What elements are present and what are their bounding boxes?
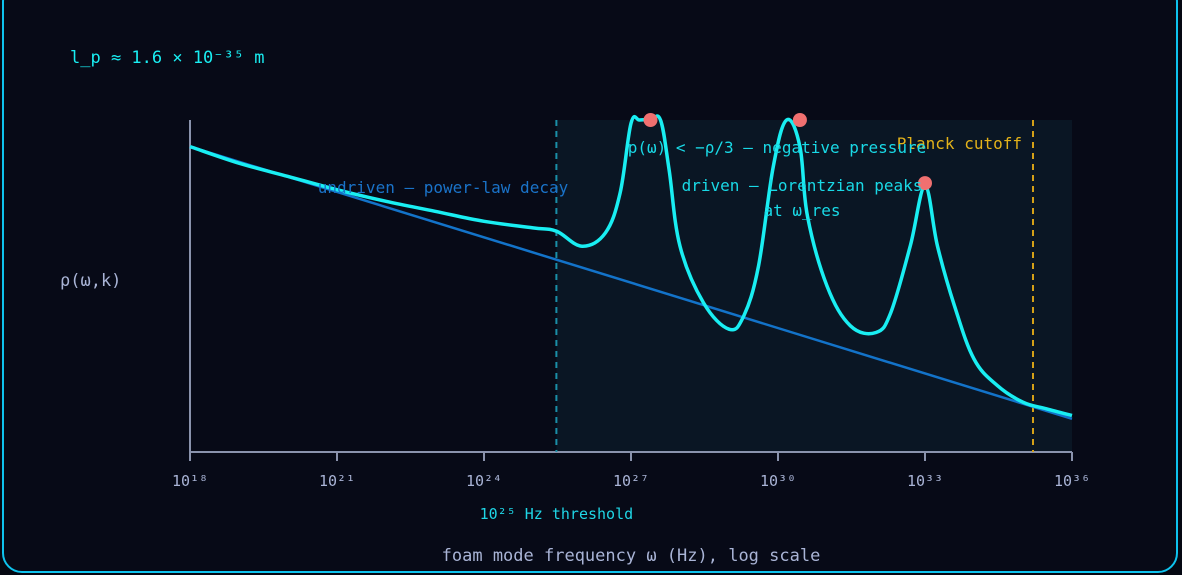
x-tick-label: 10³⁶ — [1054, 472, 1090, 490]
driven-region-shading — [556, 120, 1072, 452]
x-tick-label: 10¹⁸ — [172, 472, 208, 490]
x-tick-label: 10²¹ — [319, 472, 355, 490]
annotation-driven-line2: at ω_res — [763, 201, 840, 220]
annotation-undriven: undriven — power-law decay — [318, 178, 569, 197]
planck-cutoff-label: Planck cutoff — [897, 134, 1022, 153]
x-tick-label: 10²⁴ — [466, 472, 502, 490]
peak-marker — [792, 113, 807, 127]
series-driven-curve — [189, 114, 1073, 418]
threshold-label: 10²⁵ Hz threshold — [480, 505, 634, 523]
x-tick-label: 10³⁰ — [760, 472, 796, 490]
peak-marker-group — [643, 113, 932, 191]
annotation-negative-pressure: p(ω) < −ρ/3 — negative pressure — [628, 138, 927, 157]
peak-marker — [643, 113, 658, 127]
x-tick-label: 10³³ — [907, 472, 943, 490]
peak-marker — [918, 176, 932, 191]
x-axis-label: foam mode frequency ω (Hz), log scale — [442, 546, 821, 566]
y-axis-label: ρ(ω,k) — [60, 271, 121, 291]
corner-note: l_p ≈ 1.6 × 10⁻³⁵ m — [70, 48, 264, 68]
x-tick-group: 10¹⁸ 10²¹ 10²⁴ 10²⁷ 10³⁰ 10³³ 10³⁶ — [172, 452, 1090, 490]
x-tick-label: 10²⁷ — [613, 472, 649, 490]
annotation-driven-line1: driven — Lorentzian peaks — [682, 176, 923, 195]
series-undriven-line — [189, 145, 1073, 420]
